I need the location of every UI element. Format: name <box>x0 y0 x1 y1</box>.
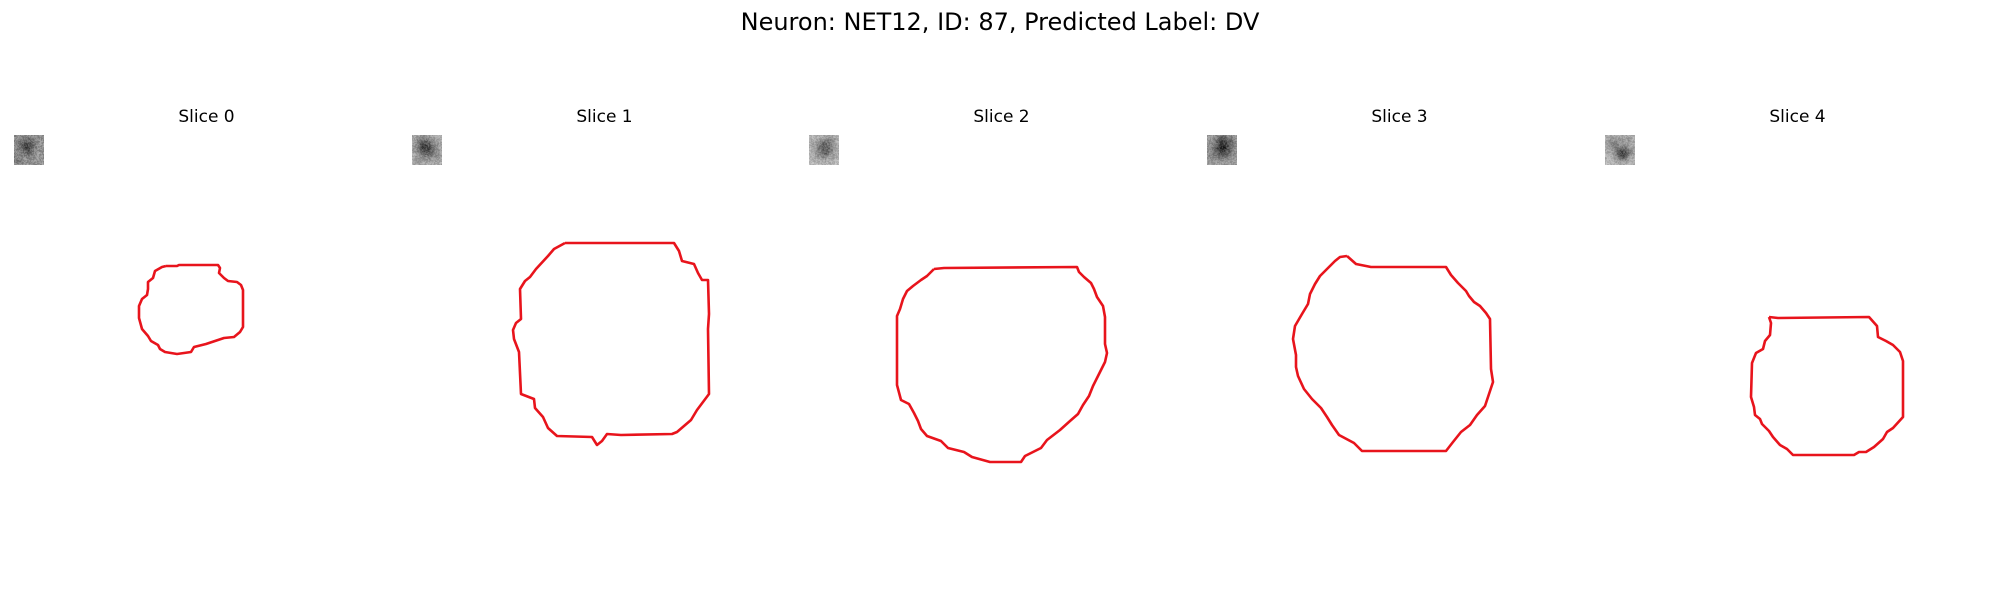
grayscale-image <box>412 135 442 165</box>
slice-panel-1: Slice 1 <box>412 107 797 520</box>
figure-title: Neuron: NET12, ID: 87, Predicted Label: … <box>740 8 1260 36</box>
roi-contour <box>137 263 245 356</box>
grayscale-image <box>14 135 44 165</box>
slice-image <box>14 135 399 520</box>
slice-title: Slice 2 <box>973 107 1030 127</box>
slice-panel-4: Slice 4 <box>1605 107 1990 520</box>
slice-image <box>809 135 1194 520</box>
grayscale-image <box>1605 135 1635 165</box>
slice-image <box>1207 135 1592 520</box>
slice-image <box>412 135 797 520</box>
slice-image <box>1605 135 1990 520</box>
grayscale-image <box>809 135 839 165</box>
grayscale-image <box>1207 135 1237 165</box>
slice-title: Slice 4 <box>1769 107 1826 127</box>
slice-panel-2: Slice 2 <box>809 107 1194 520</box>
roi-contour <box>1749 315 1905 457</box>
slice-title: Slice 1 <box>576 107 633 127</box>
slice-panel-3: Slice 3 <box>1207 107 1592 520</box>
slice-title: Slice 0 <box>178 107 235 127</box>
slice-panel-0: Slice 0 <box>14 107 399 520</box>
roi-contour <box>1291 254 1495 453</box>
roi-contour <box>511 241 711 447</box>
slice-title: Slice 3 <box>1371 107 1428 127</box>
roi-contour <box>895 265 1109 464</box>
